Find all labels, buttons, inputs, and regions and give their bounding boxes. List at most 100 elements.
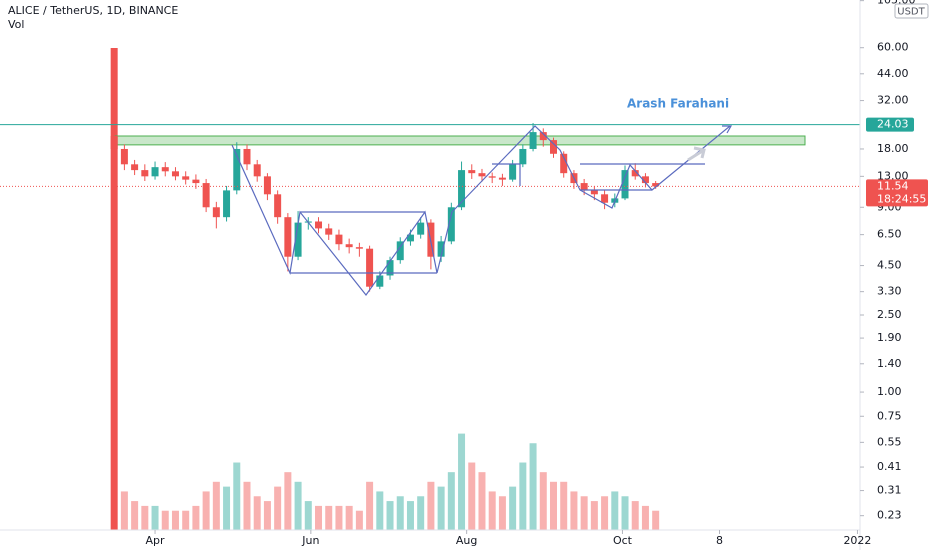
x-tick-label: Apr (146, 534, 166, 547)
candle-body (212, 207, 220, 218)
volume-bar (458, 433, 466, 530)
candle-body (120, 148, 128, 165)
volume-bar (437, 486, 445, 530)
candle-body (560, 153, 568, 174)
volume-bar (274, 486, 282, 530)
candle-body (652, 183, 660, 187)
y-tick-label: 0.23 (877, 509, 902, 522)
level-label-box (866, 117, 914, 132)
symbol-title: ALICE / TetherUS, 1D, BINANCE (8, 4, 178, 17)
volume-bar (396, 496, 404, 530)
candle-body (110, 136, 118, 149)
last-price-label: 11.54 (877, 179, 909, 192)
candle-body (478, 173, 486, 177)
x-tick-label: Oct (613, 534, 633, 547)
candle-body (641, 176, 649, 184)
price-pane (0, 118, 860, 292)
y-tick-label: 0.31 (877, 484, 902, 497)
volume-bar (498, 496, 506, 530)
candle-body (161, 167, 169, 172)
candle-body (386, 260, 394, 276)
y-tick-label: 4.50 (877, 259, 902, 272)
candle-body (233, 148, 241, 191)
candle-body (182, 176, 190, 180)
candle-body (437, 241, 445, 257)
candle-body (284, 217, 292, 257)
candle-body (549, 140, 557, 154)
candle-body (294, 222, 302, 257)
volume-bar (641, 505, 649, 530)
candle-body (192, 179, 200, 184)
candle-body (366, 248, 374, 287)
candle-body (263, 176, 271, 195)
level-label: 24.03 (877, 118, 909, 131)
volume-bar (386, 501, 394, 530)
last-price-box (866, 179, 928, 207)
volume-bar (243, 481, 251, 530)
volume-bar (468, 462, 476, 530)
candle-body (202, 183, 210, 208)
candle-body (396, 241, 404, 261)
candle-body (335, 234, 343, 245)
volume-bar (141, 505, 149, 530)
volume-bar (284, 472, 292, 530)
annotation: Arash Farahani (627, 97, 729, 111)
candle-body (468, 170, 476, 174)
volume-bar (580, 496, 588, 530)
candle-body (458, 170, 466, 208)
volume-bar (590, 501, 598, 530)
volume-bar (151, 505, 159, 530)
candle-body (621, 170, 629, 199)
candle-body (488, 176, 496, 178)
y-tick-label: 2.50 (877, 308, 902, 321)
volume-bar (549, 481, 557, 530)
candle-body (417, 222, 425, 235)
volume-bar (539, 472, 547, 530)
volume-pane (110, 48, 660, 530)
candle-body (223, 190, 231, 218)
volume-bar (447, 472, 455, 530)
candle-body (253, 164, 261, 177)
volume-bar (376, 491, 384, 530)
y-tick-label: 1.00 (877, 385, 902, 398)
y-tick-label: 0.75 (877, 409, 902, 422)
volume-bar (601, 496, 609, 530)
price-axis (860, 0, 932, 550)
arrow-head (722, 125, 733, 134)
volume-bar (202, 491, 210, 530)
candle-body (447, 207, 455, 242)
y-tick-label: 3.30 (877, 285, 902, 298)
volume-bar (315, 505, 323, 530)
volume-bar (366, 481, 374, 530)
unit-box (894, 3, 929, 19)
candle-body (151, 167, 159, 177)
countdown: 18:24:55 (877, 192, 926, 205)
volume-bar (131, 501, 139, 530)
y-tick-label: 0.55 (877, 435, 902, 448)
candle-body (631, 170, 639, 177)
y-tick-label: 0.41 (877, 460, 902, 473)
y-tick-label: 60.00 (877, 41, 909, 54)
candle-body (509, 164, 517, 180)
volume-bar (233, 462, 241, 530)
volume-bar (120, 491, 128, 530)
candle-body (315, 221, 323, 229)
volume-bar (519, 462, 527, 530)
volume-bar (304, 501, 312, 530)
volume-bar (161, 510, 169, 530)
volume-bar (417, 496, 425, 530)
pattern-line (231, 125, 731, 296)
unit-label: USDT (897, 7, 925, 18)
x-tick-label: Jun (301, 534, 319, 547)
volume-bar (263, 501, 271, 530)
candle-body (519, 148, 527, 165)
candle-body (243, 148, 251, 165)
candle-body (274, 194, 282, 218)
y-tick-label: 32.00 (877, 94, 909, 107)
candle-body (325, 228, 333, 235)
candle-body (171, 171, 179, 177)
candle-body (141, 170, 149, 177)
volume-bar (529, 443, 537, 530)
candle-body (539, 132, 547, 141)
